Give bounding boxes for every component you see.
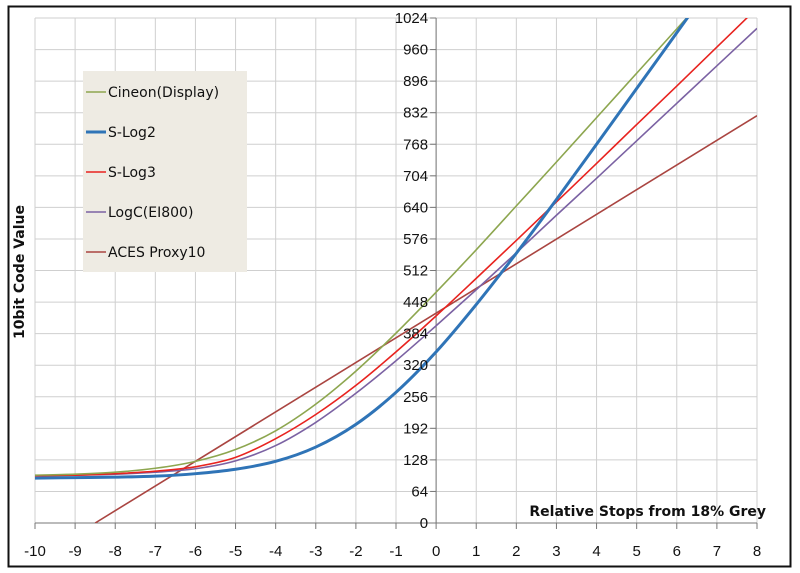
y-tick-label: 384 [403,326,428,343]
y-tick-label: 256 [403,389,428,406]
y-tick-label: 1024 [395,10,428,27]
y-tick-label: 640 [403,199,428,216]
x-tick-label: 7 [713,543,721,560]
legend-label: LogC(EI800) [108,205,193,221]
legend: Cineon(Display) S-Log2 S-Log3 LogC(EI800) AC… [83,71,247,272]
x-tick-label: 4 [592,543,600,560]
legend-item: S-Log3 [86,165,156,181]
series-line-logc-ei800- [35,27,757,477]
x-tick-label: -9 [68,543,81,560]
y-tick-label: 320 [403,357,428,374]
series-line-s-log3 [35,18,748,477]
legend-label: S-Log3 [108,165,156,181]
x-tick-labels: -10 -9 -8 -7 -6 -5 -4 -3 -2 -1 0 1 2 3 4 5 6 7 8 [24,543,761,560]
x-tick-label: -8 [109,543,122,560]
x-tick-label: 8 [753,543,761,560]
x-tick-label: 0 [432,543,440,560]
y-tick-label: 192 [403,420,428,437]
y-tick-label: 896 [403,73,428,90]
legend-item: LogC(EI800) [86,205,193,221]
x-tick-label: -10 [24,543,46,560]
legend-label: S-Log2 [108,125,156,141]
y-tick-label: 960 [403,42,428,59]
series-line-cineon-display- [35,18,688,476]
y-tick-label: 512 [403,263,428,280]
y-tick-label: 128 [403,452,428,469]
series-lines [35,18,757,523]
x-tick-label: 3 [552,543,560,560]
x-tick-label: -2 [349,543,362,560]
y-tick-labels: 0 64 128 192 256 320 384 448 512 576 640 704 768 832 8… [395,10,428,532]
x-tick-label: 6 [673,543,681,560]
series-line-aces-proxy10 [94,114,757,523]
x-axis-title: Relative Stops from 18% Grey [529,504,766,520]
legend-label: Cineon(Display) [108,85,219,101]
legend-item: S-Log2 [86,125,156,141]
x-tick-label: -1 [389,543,402,560]
y-tick-label: 448 [403,294,428,311]
x-tick-label: -6 [189,543,202,560]
legend-box [83,71,247,272]
y-tick-label: 0 [420,515,428,532]
y-axis-title: 10bit Code Value [12,205,28,339]
y-tick-label: 576 [403,231,428,248]
x-tick-label: 5 [632,543,640,560]
y-tick-label: 64 [411,483,428,500]
x-tick-label: -3 [309,543,322,560]
x-tick-label: -5 [229,543,242,560]
y-tick-label: 832 [403,105,428,122]
x-tick-label: -7 [149,543,162,560]
x-tick-label: -4 [269,543,282,560]
axes [34,17,758,529]
legend-item: Cineon(Display) [86,85,219,101]
legend-label: ACES Proxy10 [108,245,205,261]
series-line-s-log2 [35,18,690,480]
y-tick-label: 768 [403,136,428,153]
y-tick-label: 704 [403,168,428,185]
x-tick-label: 1 [472,543,480,560]
legend-item: ACES Proxy10 [86,245,205,261]
x-tick-label: 2 [512,543,520,560]
